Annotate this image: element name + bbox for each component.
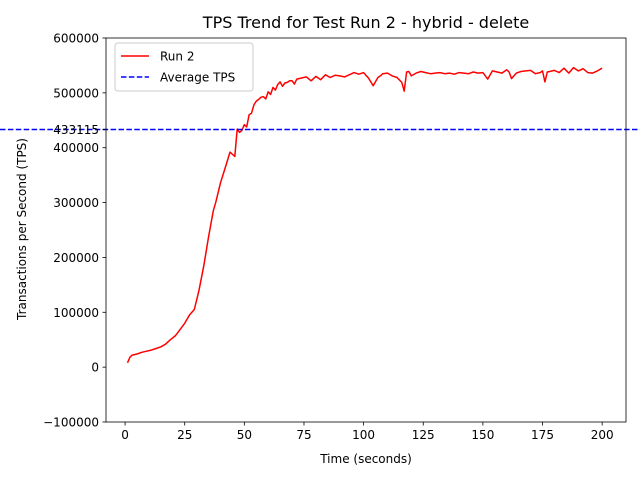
y-tick-label: 300000: [53, 196, 99, 210]
average-tick-label: 433115: [53, 123, 99, 137]
x-tick-label: 150: [471, 428, 494, 442]
x-tick-label: 50: [237, 428, 252, 442]
x-tick-label: 100: [352, 428, 375, 442]
axes: 0 25 50 75 100 125 150 175 200 −100000 0 100000 2000…: [43, 32, 627, 442]
x-tick-label: 75: [296, 428, 311, 442]
y-tick-label: 500000: [53, 86, 99, 100]
y-axis-label: Transactions per Second (TPS): [15, 138, 29, 321]
x-tick-label: 200: [591, 428, 614, 442]
x-tick-label: 0: [121, 428, 129, 442]
legend-label-run-2: Run 2: [160, 50, 194, 64]
x-axis-label: Time (seconds): [319, 452, 412, 466]
y-tick-label: 400000: [53, 141, 99, 155]
x-tick-label: 175: [531, 428, 554, 442]
y-tick-label: 0: [91, 361, 99, 375]
y-tick-label: 600000: [53, 32, 99, 46]
legend: Run 2 Average TPS: [114, 42, 254, 92]
legend-label-average-tps: Average TPS: [160, 71, 235, 85]
x-tick-label: 25: [177, 428, 192, 442]
y-tick-label: 100000: [53, 306, 99, 320]
plot-area: [0, 66, 640, 364]
chart-title: TPS Trend for Test Run 2 - hybrid - dele…: [202, 13, 529, 32]
plot-frame: [105, 37, 627, 423]
y-tick-label: 200000: [53, 251, 99, 265]
series-run-2-line: [126, 66, 603, 364]
legend-box: [114, 42, 254, 92]
y-tick-label: −100000: [43, 416, 99, 430]
x-tick-label: 125: [412, 428, 435, 442]
